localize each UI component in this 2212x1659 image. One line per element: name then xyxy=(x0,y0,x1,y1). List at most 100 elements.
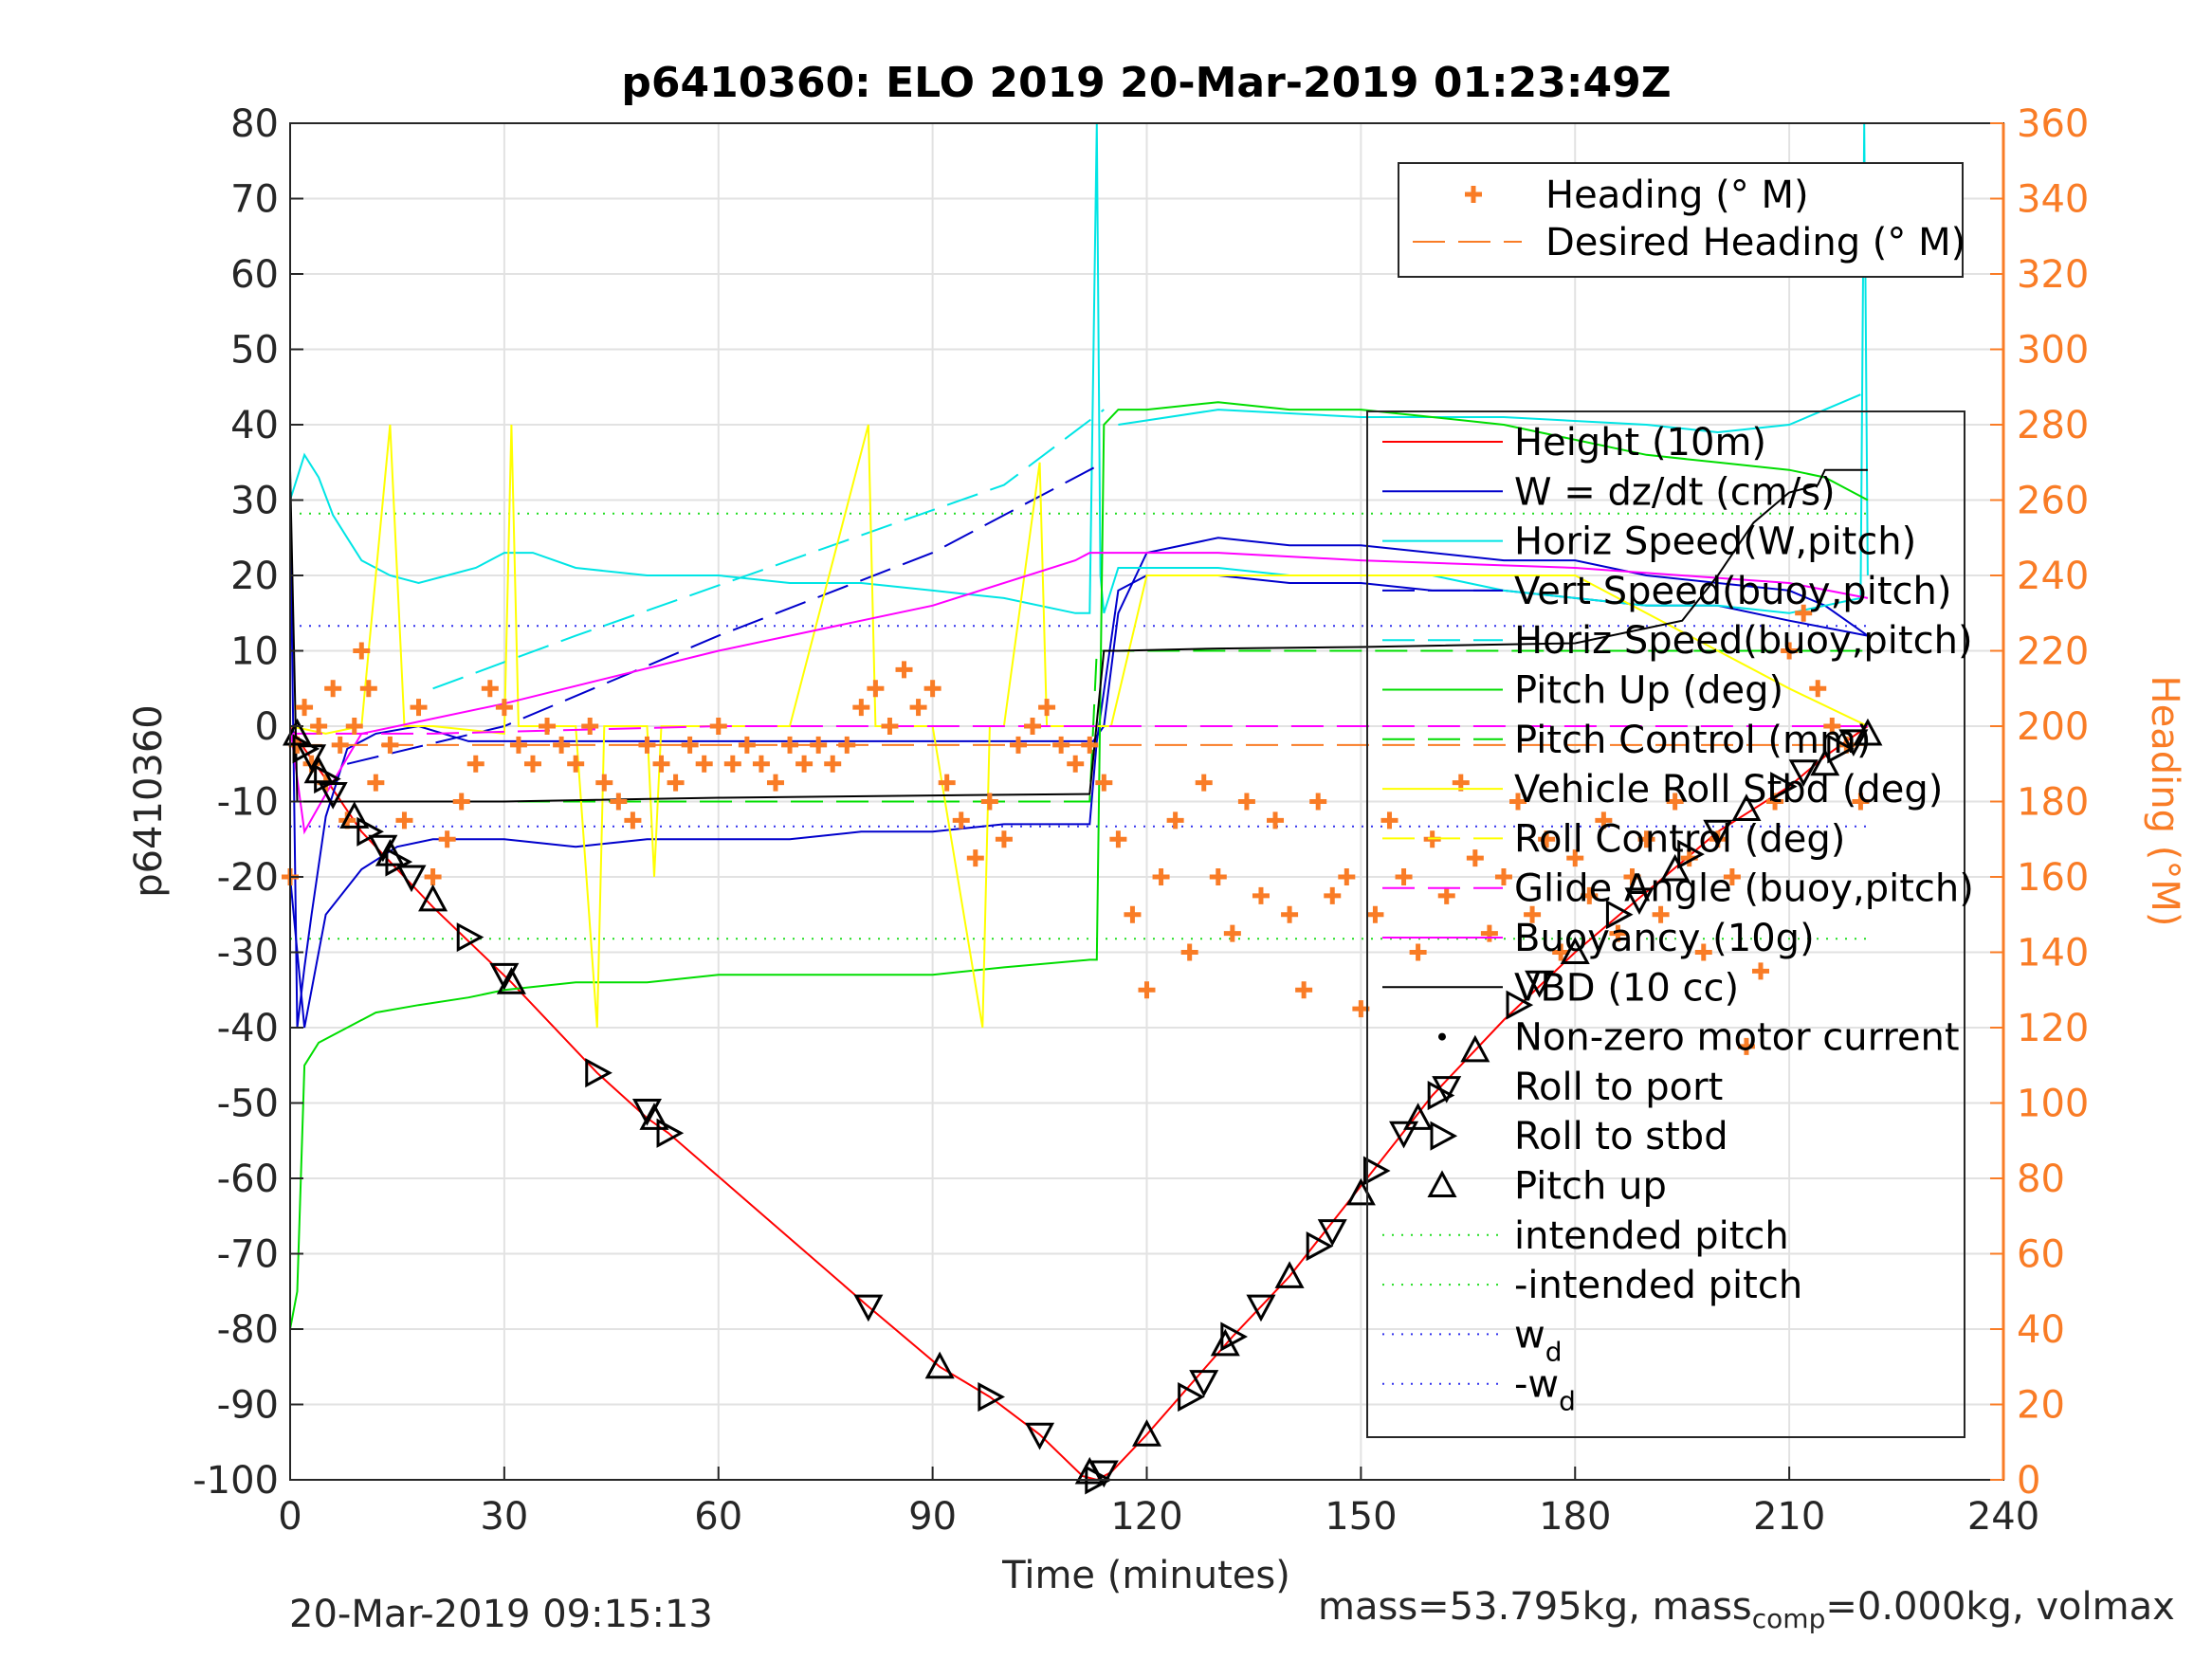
triangle-marker xyxy=(1731,793,1762,821)
legend-main-label: -intended pitch xyxy=(1514,1264,1802,1307)
heading-marker xyxy=(1223,924,1241,942)
heading-marker xyxy=(738,736,756,754)
heading-marker xyxy=(1009,736,1027,754)
heading-marker xyxy=(381,736,399,754)
mass-readout-b: =0.000kg, volmax xyxy=(1825,1585,2175,1629)
heading-marker xyxy=(438,830,456,848)
y-tick-label-left: 0 xyxy=(255,705,279,749)
heading-marker xyxy=(1209,868,1227,885)
heading-marker xyxy=(938,774,956,792)
x-axis-label: Time (minutes) xyxy=(1001,1554,1290,1597)
triangle-marker xyxy=(297,744,327,772)
heading-marker xyxy=(1752,962,1770,980)
heading-marker xyxy=(1494,868,1512,885)
legend-main-label: W = dz/dt (cm/s) xyxy=(1514,470,1836,514)
y-tick-label-left: 30 xyxy=(230,480,279,523)
triangle-marker xyxy=(639,1103,669,1130)
heading-marker xyxy=(324,680,342,698)
y-tick-label-right: 160 xyxy=(2017,856,2089,900)
triangle-marker xyxy=(1317,1219,1347,1247)
timestamp: 20-Mar-2019 09:15:13 xyxy=(289,1593,713,1636)
legend-heading-box xyxy=(1398,162,1964,278)
y-tick-label-left: -30 xyxy=(217,932,279,975)
y-tick-label-right: 220 xyxy=(2017,630,2089,674)
legend-heading: Heading (° M)Desired Heading (° M) xyxy=(1398,162,1965,278)
series-horiz-speed-buoy xyxy=(432,409,1105,690)
y-tick-label-right: 80 xyxy=(2017,1158,2065,1201)
heading-marker xyxy=(1723,868,1741,885)
triangle-marker xyxy=(1810,748,1840,776)
heading-marker xyxy=(995,830,1013,848)
x-tick-label: 180 xyxy=(1539,1495,1611,1539)
y-tick-label-left: 80 xyxy=(230,102,279,146)
series-horiz-speed-upper xyxy=(1118,393,1861,434)
mass-readout-a: mass=53.795kg, mass xyxy=(1318,1585,1752,1629)
y-tick-label-right: 120 xyxy=(2017,1007,2089,1050)
heading-marker xyxy=(296,699,314,717)
triangle-marker xyxy=(314,764,341,794)
y-tick-label-right: 40 xyxy=(2017,1308,2065,1352)
triangle-marker xyxy=(1788,759,1819,787)
heading-marker xyxy=(367,774,385,792)
heading-marker xyxy=(1095,774,1113,792)
heading-marker xyxy=(424,868,442,885)
heading-marker xyxy=(1195,774,1213,792)
heading-marker xyxy=(359,680,377,698)
triangle-marker xyxy=(1770,772,1798,802)
heading-marker xyxy=(723,755,741,773)
x-tick-label: 30 xyxy=(480,1495,528,1539)
heading-marker xyxy=(1623,868,1641,885)
triangle-marker xyxy=(631,1098,662,1126)
triangle-marker xyxy=(924,1351,955,1379)
heading-marker xyxy=(310,718,328,735)
heading-marker xyxy=(410,699,428,717)
heading-marker xyxy=(1295,981,1313,999)
legend-main-label: -wd xyxy=(1514,1363,1576,1417)
heading-marker xyxy=(652,755,670,773)
series-height xyxy=(289,725,1869,1482)
y-tick-label-left: -50 xyxy=(217,1083,279,1126)
heading-marker xyxy=(1366,905,1384,923)
legend-main-swatch xyxy=(1438,1032,1446,1041)
y-tick-label-left: -100 xyxy=(192,1459,279,1503)
triangle-marker xyxy=(1274,1261,1305,1288)
heading-marker xyxy=(1180,943,1198,961)
y-tick-label-left: -40 xyxy=(217,1007,279,1050)
triangle-marker xyxy=(1605,900,1634,930)
triangle-marker xyxy=(1389,1121,1419,1149)
triangle-marker xyxy=(368,834,398,863)
heading-marker xyxy=(1480,924,1498,942)
y-axis-label-right: Heading (°M) xyxy=(2143,676,2186,927)
heading-marker xyxy=(353,642,371,660)
heading-marker xyxy=(1852,793,1870,811)
y-tick-label-right: 260 xyxy=(2017,480,2089,523)
x-tick-label: 120 xyxy=(1110,1495,1182,1539)
axes: 0 30 60 90 120 150 180 210 240-100-90-80-70-60-5… xyxy=(192,102,2089,1539)
heading-marker xyxy=(1809,680,1827,698)
y-tick-label-right: 280 xyxy=(2017,404,2089,447)
triangle-marker xyxy=(356,816,384,847)
y-tick-label-right: 200 xyxy=(2017,705,2089,749)
y-tick-label-left: -90 xyxy=(217,1384,279,1428)
legend-main-label: Horiz Speed(buoy,pitch) xyxy=(1514,619,1973,663)
heading-marker xyxy=(1237,793,1255,811)
legend-heading-swatch xyxy=(1465,186,1482,203)
legend-heading-label: Desired Heading (° M) xyxy=(1545,221,1965,264)
y-tick-label-right: 0 xyxy=(2017,1459,2040,1503)
heading-marker xyxy=(1737,1037,1755,1055)
triangle-marker xyxy=(1677,839,1705,869)
triangle-marker xyxy=(396,865,427,893)
legend-main-label: wd xyxy=(1514,1313,1563,1367)
heading-marker xyxy=(481,680,499,698)
heading-marker xyxy=(1609,924,1627,942)
triangle-marker xyxy=(1853,718,1883,746)
y-tick-label-left: -20 xyxy=(217,856,279,900)
heading-marker xyxy=(1166,811,1184,830)
heading-marker xyxy=(345,718,363,735)
triangle-marker xyxy=(1624,887,1654,915)
heading-marker xyxy=(1024,718,1042,735)
triangle-marker xyxy=(1703,819,1733,848)
heading-marker xyxy=(795,755,814,773)
heading-marker xyxy=(1409,943,1427,961)
